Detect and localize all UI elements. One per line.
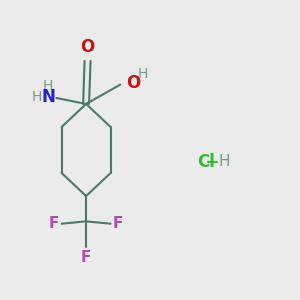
Text: N: N [41,88,55,106]
Text: O: O [126,74,140,92]
Text: F: F [49,216,59,231]
Text: O: O [80,38,95,56]
Text: Cl: Cl [198,153,215,171]
Text: F: F [113,216,123,231]
Text: F: F [81,250,91,265]
Text: H: H [218,154,230,169]
Text: H: H [32,89,42,103]
Text: H: H [138,67,148,81]
Text: H: H [43,79,53,92]
